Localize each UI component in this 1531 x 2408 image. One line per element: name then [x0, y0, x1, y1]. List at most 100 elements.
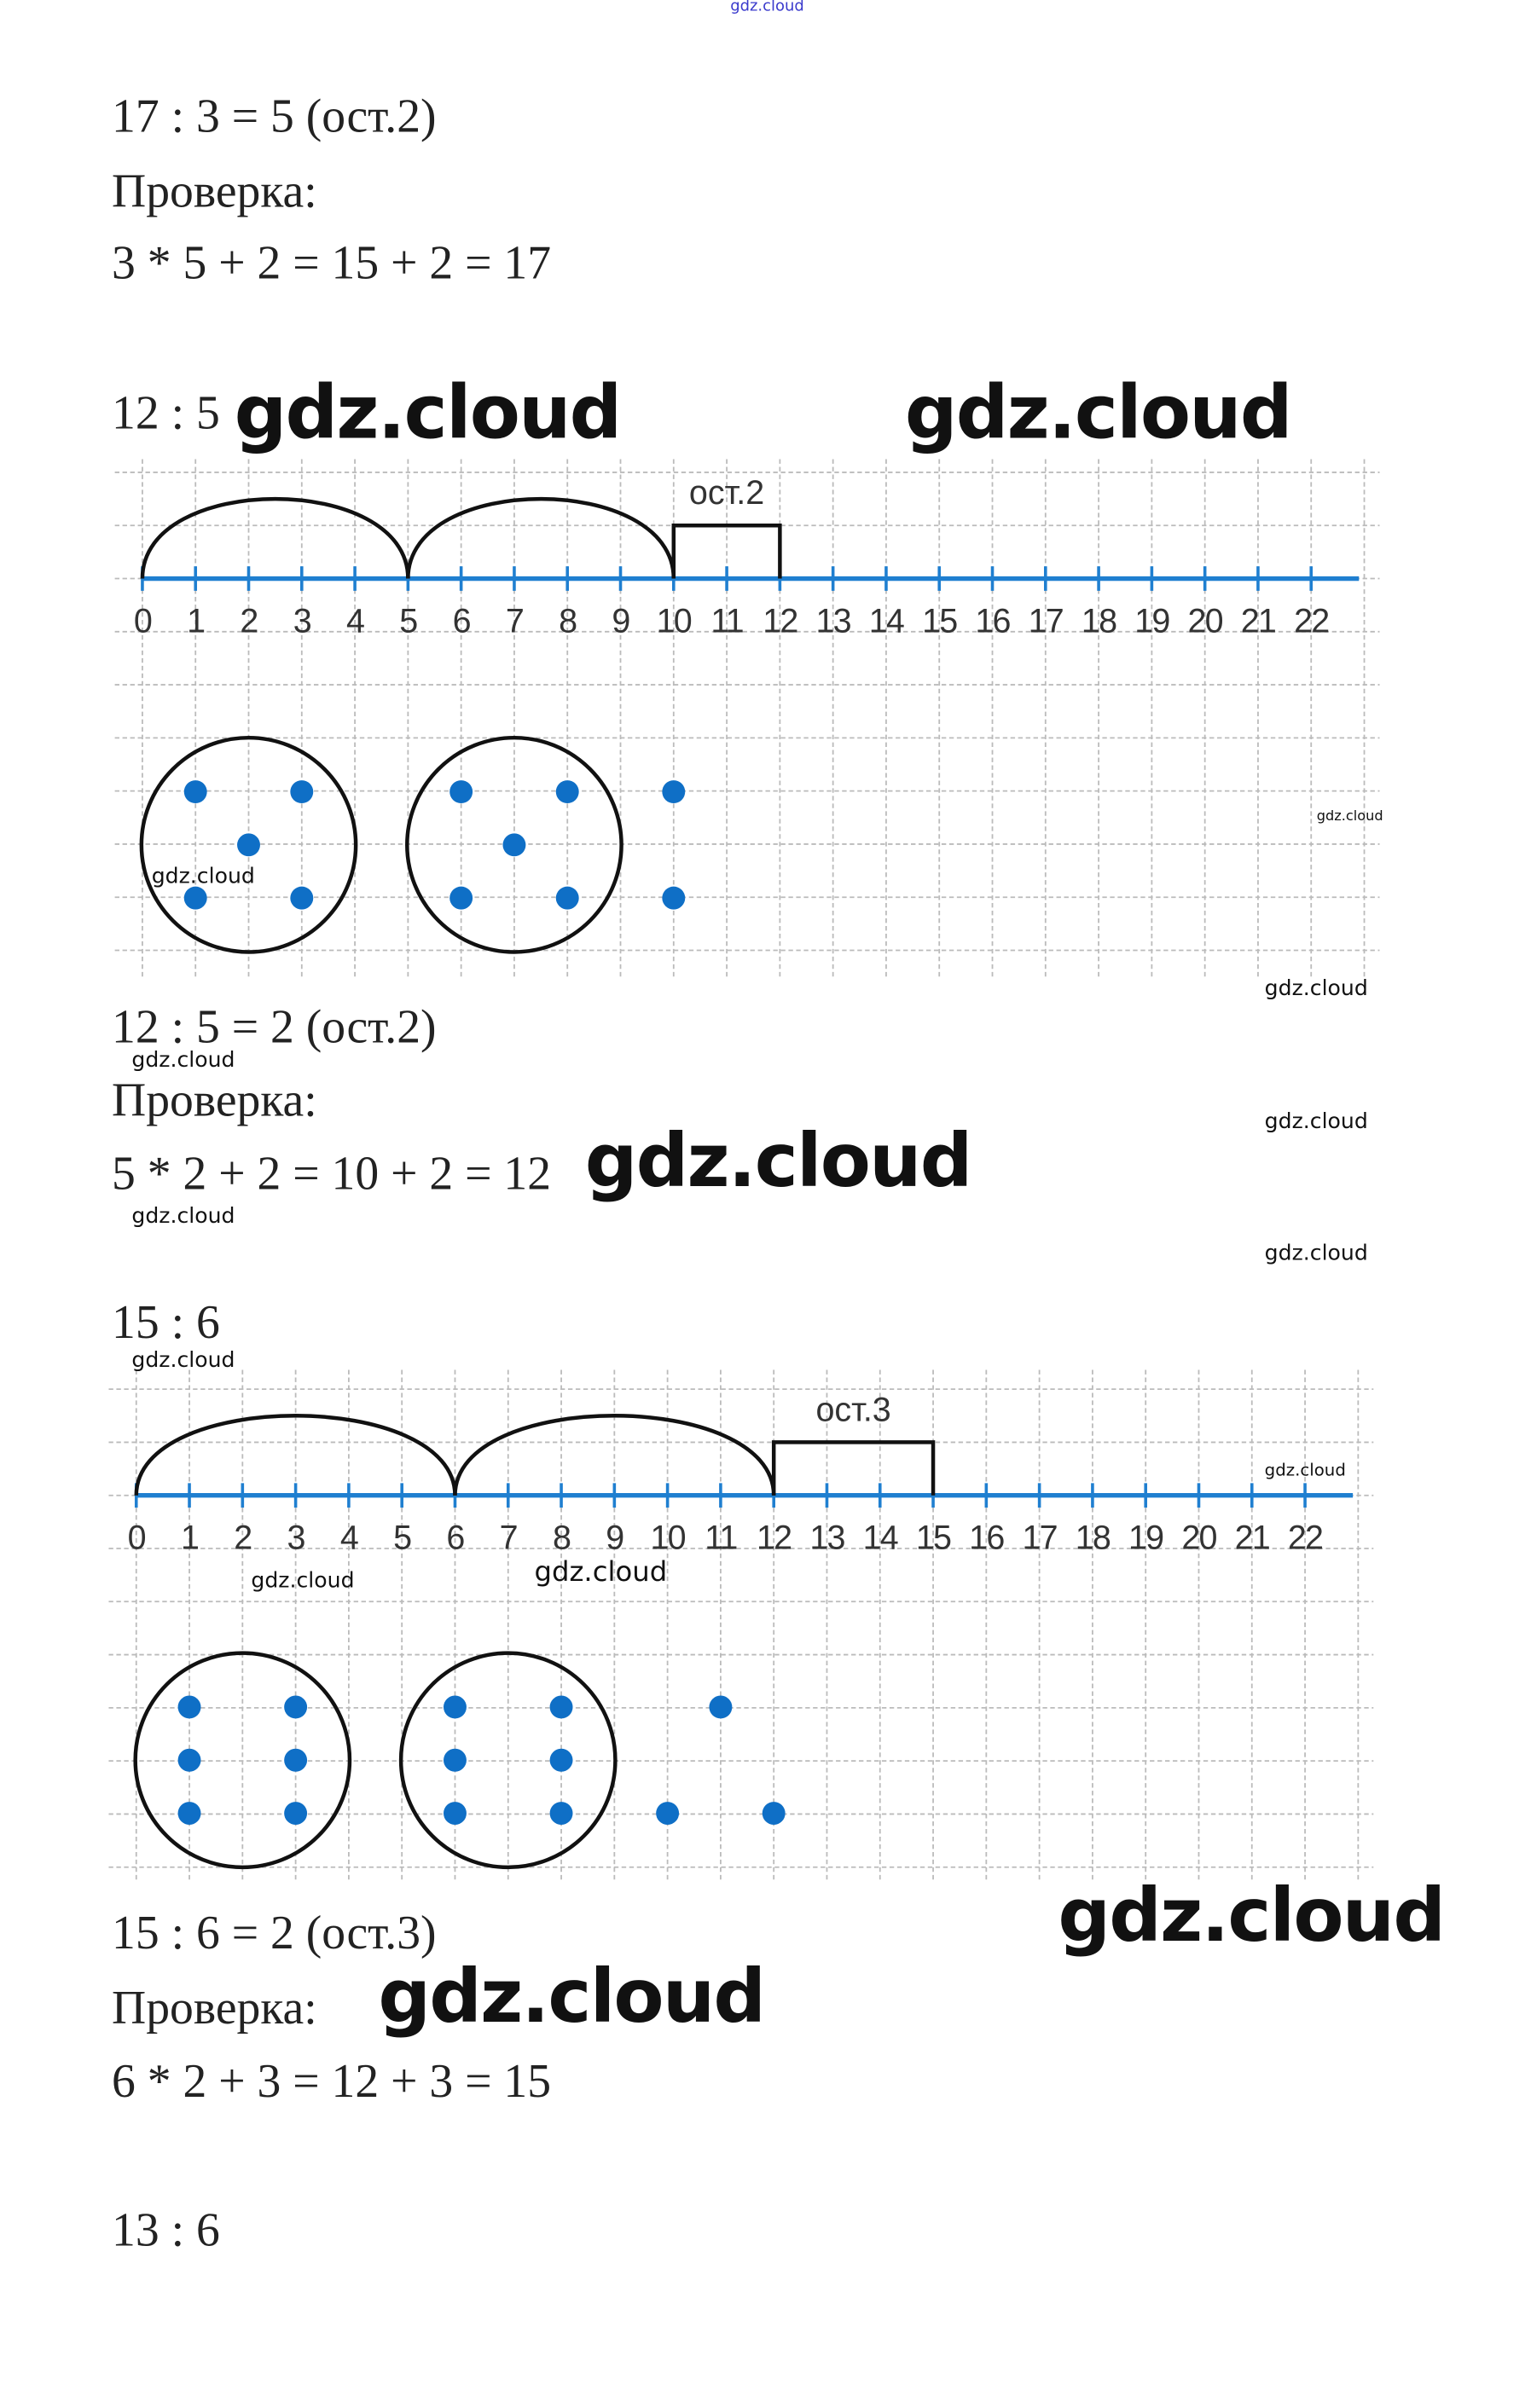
- dot: [177, 1695, 201, 1719]
- watermark: gdz.cloud: [234, 370, 623, 456]
- problem3-result: 15 : 6 = 2 (ост.3): [112, 1905, 437, 1959]
- dot: [555, 780, 579, 804]
- tick-label: 7: [506, 602, 523, 640]
- tick-label: 0: [134, 602, 152, 640]
- tick-label: 9: [606, 1519, 623, 1557]
- tick-label: 1: [187, 602, 205, 640]
- tick-label: 17: [1029, 602, 1063, 640]
- tick-label: 21: [1235, 1519, 1270, 1557]
- watermark: gdz.cloud: [251, 1568, 355, 1594]
- tick-label: 11: [710, 602, 743, 640]
- dot: [177, 1748, 201, 1772]
- tick-label: 7: [500, 1519, 517, 1557]
- jump-arc: [134, 1414, 457, 1496]
- tick-label: 16: [975, 602, 1010, 640]
- watermark: gdz.cloud: [131, 1048, 235, 1074]
- dot: [177, 1802, 201, 1825]
- watermark: gdz.cloud: [1264, 976, 1368, 1001]
- tick-label: 16: [969, 1519, 1004, 1557]
- watermark: gdz.cloud: [534, 1556, 668, 1589]
- jump-arc: [406, 496, 676, 579]
- watermark: gdz.cloud: [151, 865, 255, 889]
- tick-label: 12: [763, 602, 797, 640]
- tick-label: 3: [293, 602, 311, 640]
- tick-label: 14: [863, 1519, 898, 1557]
- watermark: gdz.cloud: [1058, 1873, 1446, 1959]
- tick-label: 8: [553, 1519, 571, 1557]
- watermark: gdz.cloud: [131, 1348, 235, 1374]
- tick-label: 18: [1082, 602, 1116, 640]
- tick-label: 18: [1076, 1519, 1111, 1557]
- watermark: gdz.cloud: [1264, 1109, 1368, 1135]
- tick-label: 8: [559, 602, 577, 640]
- tick-label: 2: [234, 1519, 251, 1557]
- tick-label: 19: [1128, 1519, 1163, 1557]
- problem3-task: 15 : 6: [112, 1294, 220, 1349]
- group-circle: [139, 735, 358, 954]
- leftover-dot: [762, 1802, 786, 1825]
- dot: [284, 1802, 308, 1825]
- dot: [549, 1748, 573, 1772]
- tick-label: 5: [393, 1519, 411, 1557]
- problem1-expression: 17 : 3 = 5 (ост.2): [112, 89, 437, 142]
- watermark: gdz.cloud: [131, 1204, 235, 1230]
- problem2-task: 12 : 5: [112, 385, 220, 440]
- problem1-check: 3 * 5 + 2 = 15 + 2 = 17: [112, 235, 552, 290]
- tick-label: 21: [1241, 602, 1276, 640]
- remainder-bracket: [771, 1440, 936, 1496]
- dot: [183, 780, 207, 804]
- problem3-check-label: Проверка:: [112, 1980, 317, 2035]
- tick-label: 14: [869, 602, 904, 640]
- watermark: gdz.cloud: [584, 1119, 973, 1205]
- dot: [284, 1748, 308, 1772]
- tick-label: 22: [1288, 1519, 1322, 1557]
- tick-label: 2: [240, 602, 257, 640]
- problem2-check-label: Проверка:: [112, 1073, 317, 1127]
- dot: [290, 886, 314, 910]
- group-circle: [133, 1651, 352, 1870]
- tick-label: 9: [612, 602, 629, 640]
- tick-label: 17: [1022, 1519, 1056, 1557]
- dot: [549, 1802, 573, 1825]
- group-circle: [405, 735, 623, 954]
- tick-label: 5: [399, 602, 417, 640]
- tick-label: 13: [816, 602, 851, 640]
- dot: [290, 780, 314, 804]
- problem4-task: 13 : 6: [112, 2203, 220, 2256]
- tick-label: 3: [287, 1519, 305, 1557]
- tick-label: 22: [1294, 602, 1328, 640]
- watermark: gdz.cloud: [904, 370, 1293, 456]
- leftover-dot: [709, 1695, 733, 1719]
- leftover-dot: [662, 886, 686, 910]
- dot: [549, 1695, 573, 1719]
- watermark: gdz.cloud: [1264, 1460, 1346, 1480]
- tick-label: 19: [1134, 602, 1169, 640]
- watermark: gdz.cloud: [1316, 809, 1383, 825]
- tick-label: 15: [916, 1519, 951, 1557]
- remainder-label: ост.3: [815, 1391, 890, 1428]
- watermark: gdz.cloud: [378, 1954, 766, 2040]
- remainder-label: ост.2: [689, 474, 764, 512]
- tick-label: 12: [757, 1519, 791, 1557]
- problem2-check: 5 * 2 + 2 = 10 + 2 = 12: [112, 1146, 552, 1201]
- dot: [183, 886, 207, 910]
- dot: [502, 833, 526, 857]
- problem1-check-label: Проверка:: [112, 164, 317, 217]
- tick-label: 13: [809, 1519, 844, 1557]
- jump-arc: [453, 1414, 776, 1496]
- remainder-bracket: [671, 523, 782, 579]
- tick-label: 6: [446, 1519, 464, 1557]
- dot: [449, 780, 473, 804]
- tick-label: 0: [128, 1519, 146, 1557]
- problem3-check: 6 * 2 + 3 = 12 + 3 = 15: [112, 2053, 552, 2108]
- dot: [284, 1695, 308, 1719]
- tick-label: 4: [346, 602, 364, 640]
- tick-label: 11: [705, 1519, 737, 1557]
- tick-label: 1: [181, 1519, 199, 1557]
- tick-label: 4: [340, 1519, 358, 1557]
- leftover-dot: [656, 1802, 680, 1825]
- dot: [449, 886, 473, 910]
